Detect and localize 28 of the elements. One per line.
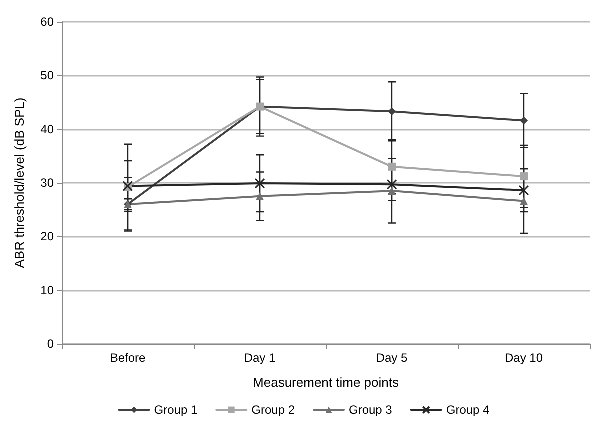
point — [256, 192, 264, 200]
x-tick-label: Day 1 — [244, 351, 276, 365]
y-tick-label: 50 — [40, 68, 54, 83]
point — [518, 185, 530, 196]
x-tick-label: Day 5 — [376, 351, 408, 365]
y-axis-title: ABR threshold/level (dB SPL) — [12, 98, 27, 268]
y-tick-label: 10 — [40, 283, 54, 298]
point — [388, 108, 396, 116]
point — [122, 180, 134, 192]
point — [388, 162, 396, 171]
x-tick-label: Before — [110, 351, 146, 365]
point — [254, 178, 266, 189]
legend-label: Group 3 — [349, 403, 393, 417]
legend-label: Group 2 — [252, 403, 296, 417]
point — [520, 172, 528, 181]
y-tick-label: 30 — [40, 176, 54, 190]
y-tick-label: 20 — [40, 230, 54, 244]
y-tick-label: 60 — [40, 15, 54, 29]
y-tick-label: 0 — [47, 337, 54, 351]
point — [520, 197, 528, 206]
point — [388, 187, 396, 196]
legend-label: Group 1 — [154, 403, 198, 417]
legend-label: Group 4 — [446, 403, 490, 417]
point — [386, 179, 398, 190]
point — [520, 116, 528, 125]
x-tick-label: Day 10 — [504, 351, 544, 365]
y-tick-label: 40 — [40, 122, 54, 136]
x-axis-title: Measurement time points — [253, 375, 400, 390]
